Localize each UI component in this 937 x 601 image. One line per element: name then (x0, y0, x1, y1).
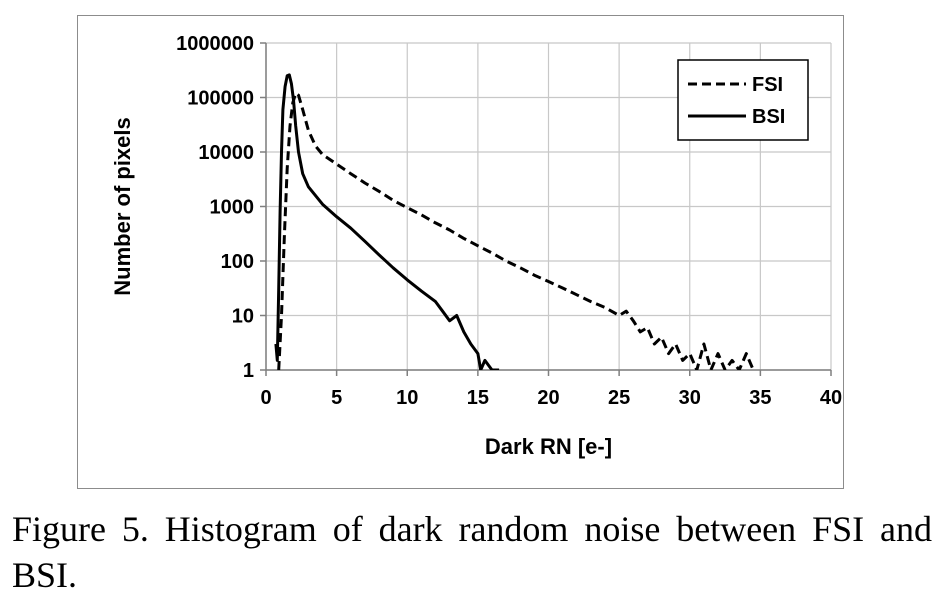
x-tick-label: 35 (749, 387, 771, 409)
figure-caption: Figure 5. Histogram of dark random noise… (12, 509, 932, 595)
chart-svg: 1 10 100 1000 10000 100000 1000000 0 5 10 15 20 25 30… (110, 33, 842, 459)
x-tick-label: 5 (331, 387, 342, 409)
legend-label-fsi: FSI (752, 74, 783, 96)
x-tick-label: 30 (679, 387, 701, 409)
x-axis-title: Dark RN [e-] (485, 434, 612, 459)
x-tick-label: 15 (467, 387, 489, 409)
legend-box (677, 59, 809, 141)
x-tick-label: 10 (396, 387, 418, 409)
legend-label-bsi: BSI (752, 106, 785, 128)
x-tick-label: 25 (608, 387, 630, 409)
y-tick-label: 10 (232, 306, 254, 328)
chart-frame: 1 10 100 1000 10000 100000 1000000 0 5 10 15 20 25 30… (77, 15, 844, 489)
y-tick-label: 1 (243, 360, 254, 382)
series-line-fsi (277, 91, 755, 370)
x-tick-label: 40 (820, 387, 842, 409)
y-tick-label: 1000000 (176, 33, 254, 55)
x-tick-label: 0 (260, 387, 271, 409)
y-tick-label: 100000 (187, 88, 254, 110)
y-tick-label: 100 (221, 251, 254, 273)
y-tick-label: 10000 (198, 142, 254, 164)
series-line-bsi (274, 73, 500, 370)
y-axis-title: Number of pixels (110, 117, 135, 295)
y-tick-label: 1000 (210, 197, 255, 219)
x-tick-label: 20 (537, 387, 559, 409)
